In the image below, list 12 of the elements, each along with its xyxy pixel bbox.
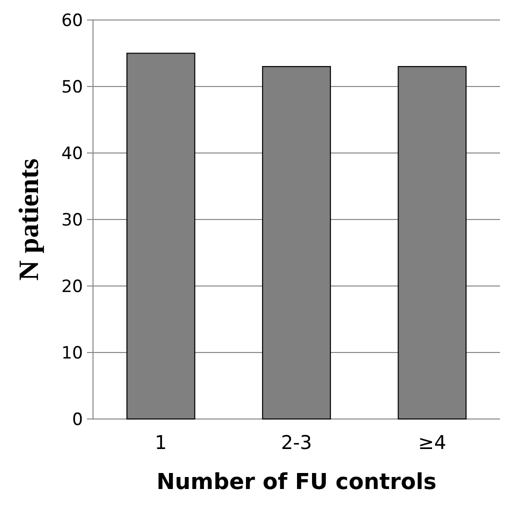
y-tick-label: 0 <box>72 410 83 430</box>
x-tick-label: ≥4 <box>418 432 446 454</box>
y-tick-label: 20 <box>61 276 83 297</box>
y-axis-title: N patients <box>14 158 45 281</box>
x-tick-label: 1 <box>154 432 167 454</box>
y-tick-label: 10 <box>61 343 83 364</box>
x-axis-title: Number of FU controls <box>156 470 437 495</box>
y-tick-label: 30 <box>61 210 83 230</box>
y-tick-label: 60 <box>61 10 83 31</box>
y-tick-label: 40 <box>61 144 83 164</box>
x-tick-label: 2-3 <box>280 432 312 454</box>
y-tick-label: 50 <box>61 77 83 98</box>
